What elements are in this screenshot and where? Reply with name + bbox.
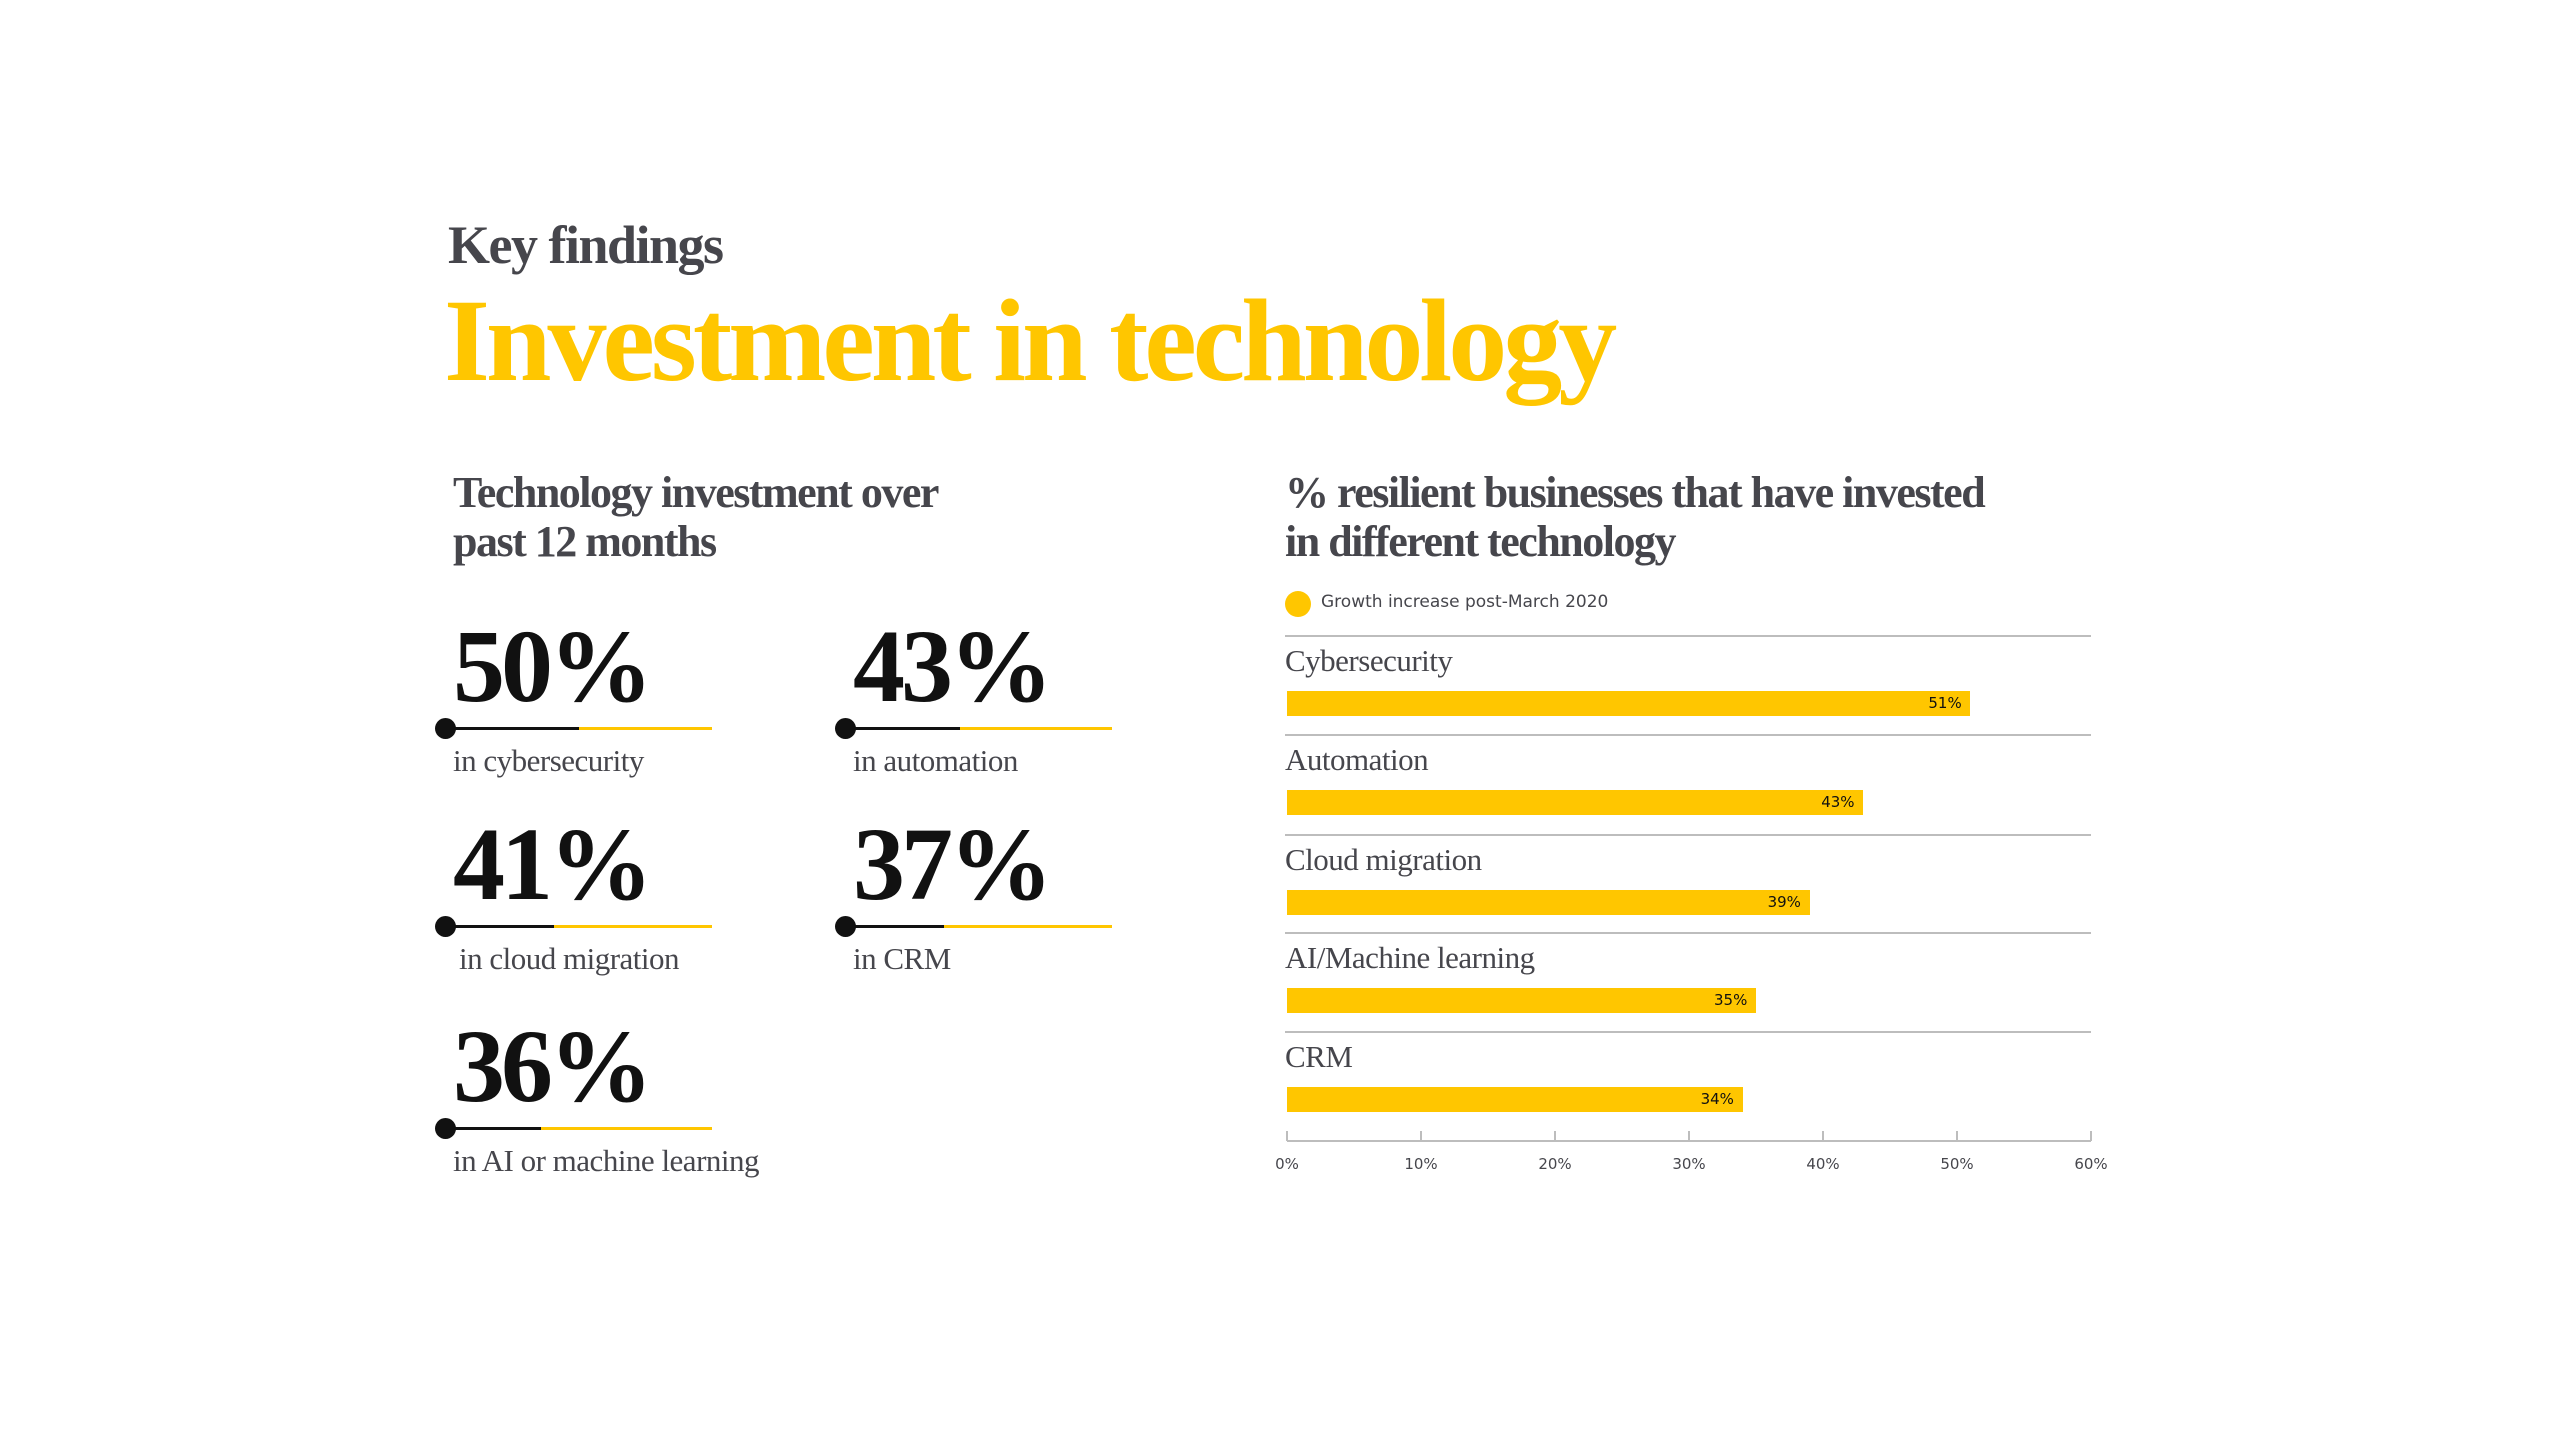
x-axis-tick-label: 50% [1940,1155,1974,1173]
chart-title: % resilient businesses that have investe… [1285,468,1986,566]
stat-value: 36% [453,1009,653,1124]
x-axis-tick [1956,1131,1958,1141]
left-heading-line2: past 12 months [453,517,717,566]
stat-progress-track [845,727,1112,730]
left-heading-line1: Technology investment over [453,468,939,517]
row-separator [1285,734,2091,736]
category-label: Automation [1285,742,1429,777]
page-title: Investment in technology [444,275,1617,406]
stat-value: 43% [853,609,1053,724]
bar-data-label: 39% [1767,893,1801,911]
stat-value: 37% [853,807,1053,922]
x-axis-tick-label: 10% [1404,1155,1438,1173]
bar [1287,988,1756,1013]
x-axis-tick-label: 20% [1538,1155,1572,1173]
stat-value: 41% [453,807,653,922]
stat-progress-track [445,1127,712,1130]
stat-progress-dot [835,718,856,739]
stat-progress-track [445,925,712,928]
x-axis-tick-label: 0% [1275,1155,1299,1173]
bar-data-label: 51% [1928,694,1962,712]
x-axis-tick-label: 40% [1806,1155,1840,1173]
stat-progress-fill [445,925,555,928]
x-axis-line [1287,1140,2091,1142]
category-label: Cybersecurity [1285,643,1453,678]
stat-progress-fill [845,727,960,730]
stat-progress-dot [835,916,856,937]
stat-label: in CRM [853,941,951,976]
category-label: CRM [1285,1039,1353,1074]
x-axis-tick [1554,1131,1556,1141]
x-axis-tick-label: 30% [1672,1155,1706,1173]
bar [1287,890,1810,915]
chart-title-line1: % resilient businesses that have investe… [1285,468,1986,517]
x-axis-tick [1822,1131,1824,1141]
row-separator [1285,932,2091,934]
stat-progress-fill [845,925,944,928]
stat-label: in cloud migration [459,941,680,976]
stat-progress-dot [435,718,456,739]
bar [1287,1087,1743,1112]
category-label: AI/Machine learning [1285,940,1535,975]
x-axis-tick [2090,1131,2092,1141]
legend-swatch [1285,591,1311,617]
bar [1287,691,1971,716]
stat-progress-track [445,727,712,730]
bar-data-label: 35% [1714,991,1748,1009]
bar-data-label: 34% [1700,1090,1734,1108]
x-axis-tick [1286,1131,1288,1141]
bar [1287,790,1864,815]
left-panel-heading: Technology investment over past 12 month… [453,468,939,566]
stat-progress-dot [435,916,456,937]
stat-progress-fill [445,1127,542,1130]
kicker-heading: Key findings [448,215,724,275]
chart-title-line2: in different technology [1285,517,1677,566]
stat-label: in automation [853,743,1018,778]
x-axis-tick [1688,1131,1690,1141]
x-axis-tick [1420,1131,1422,1141]
stat-value: 50% [453,609,653,724]
legend-label: Growth increase post-March 2020 [1321,592,1609,612]
stat-progress-fill [445,727,579,730]
stat-progress-track [845,925,1112,928]
row-separator [1285,1031,2091,1033]
x-axis-tick-label: 60% [2074,1155,2108,1173]
bar-data-label: 43% [1821,793,1855,811]
row-separator [1285,834,2091,836]
stat-label: in AI or machine learning [453,1143,760,1178]
stat-progress-dot [435,1118,456,1139]
category-label: Cloud migration [1285,842,1482,877]
row-separator [1285,635,2091,637]
stat-label: in cybersecurity [453,743,644,778]
